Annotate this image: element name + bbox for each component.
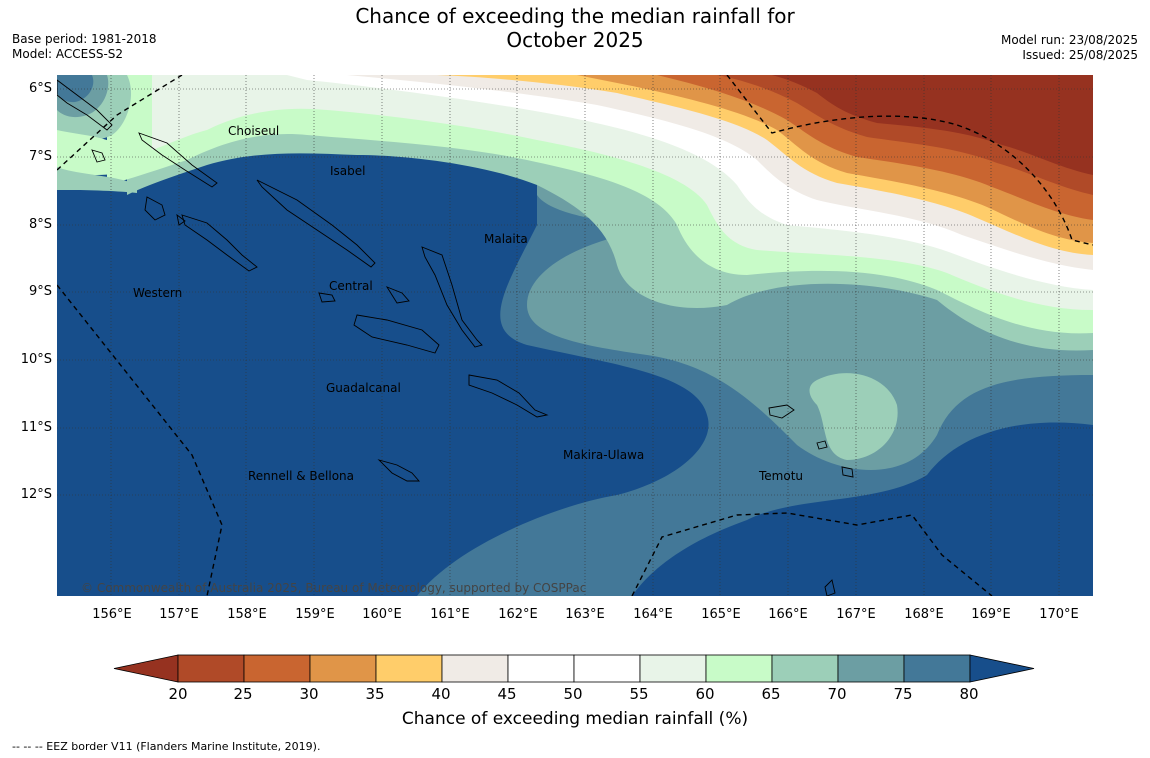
island-rennell	[377, 459, 420, 482]
colorbar-swatch-c50_55	[573, 654, 641, 683]
colorbar-tick: 50	[563, 685, 583, 703]
lon-label: 160°E	[362, 607, 402, 622]
lon-label: 162°E	[498, 607, 538, 622]
lat-label: 8°S	[28, 217, 52, 232]
island-bougainville	[57, 79, 113, 131]
meta-right: Model run: 23/08/2025 Issued: 25/08/2025	[1001, 33, 1138, 63]
lon-label: 165°E	[701, 607, 741, 622]
region-label-guadalcanal: Guadalcanal	[326, 381, 401, 395]
island-santa-cruz	[768, 404, 795, 419]
colorbar-tick: 65	[761, 685, 781, 703]
lat-label: 6°S	[28, 81, 52, 96]
eez-legend-note: -- -- -- EEZ border V11 (Flanders Marine…	[12, 740, 321, 753]
colorbar-tick: 35	[365, 685, 385, 703]
region-label-isabel: Isabel	[330, 164, 366, 178]
colorbar-tick: 55	[629, 685, 649, 703]
lon-label: 169°E	[971, 607, 1011, 622]
colorbar-tick: 20	[168, 685, 188, 703]
colorbar-tick: 25	[233, 685, 253, 703]
colorbar-swatch-c65_70	[771, 654, 839, 683]
island-guadalcanal	[353, 314, 440, 354]
colorbar-title: Chance of exceeding median rainfall (%)	[401, 709, 749, 729]
region-label-rennell-bellona: Rennell & Bellona	[248, 469, 355, 483]
island-isabel	[256, 179, 376, 268]
region-label-makira-ulawa: Makira-Ulawa	[563, 448, 645, 462]
model-name: Model: ACCESS-S2	[12, 47, 124, 61]
base-period: Base period: 1981-2018	[12, 32, 157, 46]
lon-label: 158°E	[227, 607, 267, 622]
colorbar-tick: 30	[299, 685, 319, 703]
island-vella	[144, 196, 166, 221]
colorbar-tick: 40	[431, 685, 451, 703]
region-label-choiseul: Choiseul	[228, 124, 280, 138]
colorbar-swatch-c30_35	[309, 654, 377, 683]
region-label-malaita: Malaita	[484, 232, 528, 246]
island-malaita	[421, 246, 483, 348]
lat-label: 9°S	[28, 284, 52, 299]
island-russell	[385, 286, 410, 304]
island-vanikoro	[816, 440, 828, 450]
colorbar-tick: 80	[959, 685, 979, 703]
chart-title: Chance of exceeding the median rainfall …	[0, 4, 1150, 52]
island-utupua	[841, 466, 854, 478]
colorbar-swatch-c60_65	[705, 654, 773, 683]
island-shortland	[91, 149, 106, 163]
contour-w-band	[57, 130, 136, 175]
lon-label: 161°E	[430, 607, 470, 622]
island-small-2	[824, 579, 836, 596]
colorbar-tick: 70	[827, 685, 847, 703]
lon-label: 164°E	[633, 607, 673, 622]
island-florida	[318, 292, 336, 303]
colorbar-swatch-c70_75	[837, 654, 905, 683]
model-run: Model run: 23/08/2025	[1000, 33, 1138, 47]
colorbar-arrow-above	[969, 654, 1035, 683]
colorbar-swatch-c25_30	[243, 654, 311, 683]
contour-below-20	[772, 75, 1093, 175]
colorbar-tick: 75	[893, 685, 913, 703]
colorbar	[110, 650, 1040, 690]
region-label-western: Western	[133, 286, 183, 300]
lon-label: 168°E	[904, 607, 944, 622]
colorbar-swatch-c35_40	[375, 654, 443, 683]
meta-left: Base period: 1981-2018 Model: ACCESS-S2	[12, 32, 157, 62]
colorbar-swatch-c75_80	[903, 654, 971, 683]
lon-label: 159°E	[295, 607, 335, 622]
issued-date: Issued: 25/08/2025	[1022, 48, 1138, 62]
colorbar-swatch-c20_25	[177, 654, 245, 683]
title-line-2: October 2025	[506, 28, 644, 52]
title-line-1: Chance of exceeding the median rainfall …	[355, 4, 795, 28]
lat-label: 11°S	[20, 420, 52, 435]
rainfall-map	[57, 75, 1093, 596]
colorbar-tick: 45	[497, 685, 517, 703]
colorbar-tick: 60	[695, 685, 715, 703]
colorbar-swatch-c55_60	[639, 654, 707, 683]
lat-label: 12°S	[20, 487, 52, 502]
island-choiseul	[138, 132, 218, 188]
region-label-temotu: Temotu	[759, 469, 804, 483]
contour-65-70-blob	[809, 373, 898, 460]
island-small-1	[176, 213, 186, 226]
island-makira	[468, 374, 549, 418]
lon-label: 157°E	[159, 607, 199, 622]
colorbar-arrow-below	[113, 654, 179, 683]
map-svg	[57, 75, 1093, 596]
lat-label: 10°S	[20, 352, 52, 367]
contour-w-band2	[57, 167, 137, 193]
eez-border	[57, 75, 1093, 596]
lon-label: 163°E	[565, 607, 605, 622]
copyright-notice: © Commonwealth of Australia 2025, Bureau…	[81, 581, 587, 595]
lat-label: 7°S	[28, 149, 52, 164]
colorbar-swatch-c45_50	[507, 654, 575, 683]
colorbar-swatch-c40_45	[441, 654, 509, 683]
lon-label: 166°E	[768, 607, 808, 622]
lon-label: 156°E	[92, 607, 132, 622]
coastlines	[57, 79, 854, 596]
lon-label: 170°E	[1039, 607, 1079, 622]
region-label-central: Central	[329, 279, 373, 293]
lon-label: 167°E	[836, 607, 876, 622]
island-new-georgia	[181, 214, 258, 272]
colorbar-svg	[113, 654, 1035, 683]
contour-nw-corner-3	[57, 75, 94, 103]
